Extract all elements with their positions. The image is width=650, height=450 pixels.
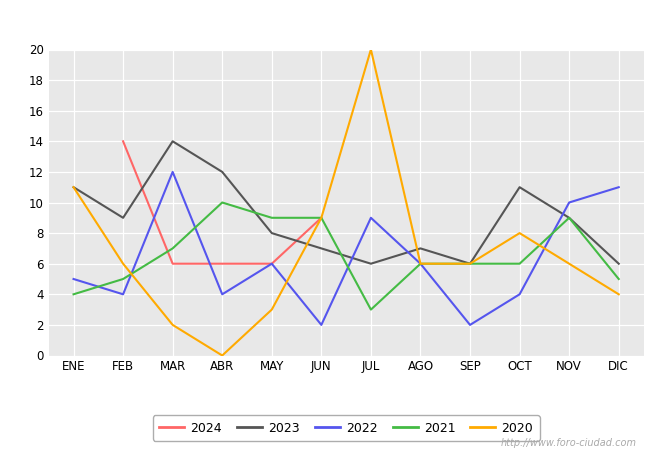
Text: http://www.foro-ciudad.com: http://www.foro-ciudad.com xyxy=(501,438,637,448)
Legend: 2024, 2023, 2022, 2021, 2020: 2024, 2023, 2022, 2021, 2020 xyxy=(153,415,540,441)
Text: Matriculaciones de Vehiculos en Enguera: Matriculaciones de Vehiculos en Enguera xyxy=(160,13,490,28)
